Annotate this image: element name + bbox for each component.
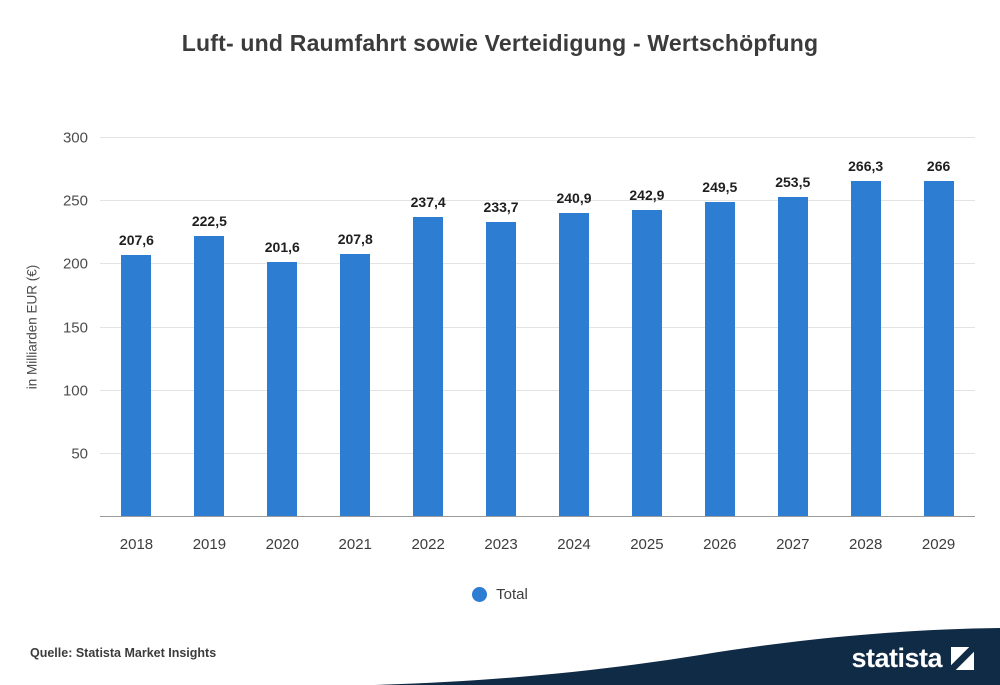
bar-slot: 242,9 bbox=[610, 138, 683, 517]
y-tick-label: 200 bbox=[62, 255, 88, 273]
bar-slot: 222,5 bbox=[173, 138, 246, 517]
y-tick-label: 250 bbox=[62, 192, 88, 210]
x-axis-label: 2028 bbox=[848, 536, 883, 553]
bar-slot: 237,4 bbox=[392, 138, 465, 517]
chart-title: Luft- und Raumfahrt sowie Verteidigung -… bbox=[181, 30, 819, 56]
x-axis-label: 2029 bbox=[921, 536, 956, 553]
x-axis-label: 2024 bbox=[557, 536, 591, 553]
legend-marker-icon bbox=[472, 587, 488, 602]
y-tick-label: 300 bbox=[62, 129, 88, 147]
gridline bbox=[100, 452, 975, 454]
bar-slot: 266,3 bbox=[829, 138, 902, 517]
bar-2029[interactable]: 266 bbox=[923, 158, 954, 517]
bars-row: 207,6 222,5 201,6 207,8 237,4 233,7 240,9 242,9… bbox=[100, 138, 975, 517]
footer-wave bbox=[375, 628, 1000, 685]
bar-2025[interactable]: 242,9 bbox=[629, 187, 664, 517]
bar-2023[interactable]: 233,7 bbox=[484, 199, 519, 517]
bar-2020[interactable]: 201,6 bbox=[265, 239, 300, 517]
source-text: Quelle: Statista Market Insights bbox=[30, 646, 217, 660]
bar-2024[interactable]: 240,9 bbox=[556, 190, 592, 517]
bar-slot: 240,9 bbox=[538, 138, 611, 517]
bar-value-label: 237,4 bbox=[410, 194, 446, 211]
x-axis-label: 2023 bbox=[484, 536, 518, 553]
y-tick-label: 50 bbox=[71, 445, 88, 463]
bar-slot: 233,7 bbox=[465, 138, 538, 517]
statista-logo-text: statista bbox=[851, 643, 942, 673]
bar-2021[interactable]: 207,8 bbox=[338, 231, 373, 517]
x-axis-line bbox=[100, 516, 975, 517]
bar-value-label: 253,5 bbox=[775, 173, 811, 190]
plot-area: 207,6 222,5 201,6 207,8 237,4 233,7 240,9 242,9… bbox=[100, 137, 975, 517]
gridline bbox=[100, 326, 975, 328]
y-axis: 50 100 150 200 250 300 bbox=[0, 130, 88, 517]
y-tick-label: 100 bbox=[62, 382, 88, 400]
bar-value-label: 240,9 bbox=[556, 189, 592, 206]
statista-logo-icon bbox=[951, 647, 974, 670]
x-axis-label: 2019 bbox=[192, 536, 227, 553]
legend-label: Total bbox=[496, 586, 528, 603]
bar-2026[interactable]: 249,5 bbox=[702, 179, 737, 517]
bar-2019[interactable]: 222,5 bbox=[192, 213, 227, 517]
bar-value-label: 242,9 bbox=[629, 187, 665, 204]
y-tick-label: 150 bbox=[62, 319, 88, 336]
bar-2022[interactable]: 237,4 bbox=[411, 194, 446, 517]
x-axis-label: 2026 bbox=[703, 536, 737, 553]
bar-slot: 266 bbox=[902, 138, 975, 517]
statista-logo: statista bbox=[851, 645, 974, 672]
bar-2027[interactable]: 253,5 bbox=[775, 174, 810, 517]
bar-slot: 253,5 bbox=[756, 138, 829, 517]
bar-slot: 207,8 bbox=[319, 138, 392, 517]
bar-2028[interactable]: 266,3 bbox=[848, 158, 883, 517]
x-axis-label: 2018 bbox=[119, 536, 154, 553]
x-axis: 2018 2019 2020 2021 2022 2023 2024 2025 2026 2027… bbox=[100, 536, 975, 553]
bar-value-label: 233,7 bbox=[483, 198, 519, 215]
x-axis-label: 2020 bbox=[265, 536, 299, 553]
gridline bbox=[100, 200, 975, 202]
bar-slot: 249,5 bbox=[683, 138, 756, 517]
legend[interactable]: Total bbox=[0, 586, 1000, 603]
x-axis-label: 2027 bbox=[776, 536, 810, 553]
bar-value-label: 207,6 bbox=[118, 231, 154, 248]
gridline bbox=[100, 389, 975, 391]
bar-slot: 207,6 bbox=[100, 138, 173, 517]
x-axis-label: 2025 bbox=[630, 536, 664, 553]
bar-value-label: 249,5 bbox=[702, 178, 738, 195]
gridline bbox=[100, 263, 975, 265]
gridline bbox=[100, 137, 975, 138]
x-axis-label: 2021 bbox=[338, 536, 372, 553]
bar-value-label: 207,8 bbox=[337, 231, 373, 248]
bar-slot: 201,6 bbox=[246, 138, 319, 517]
bar-value-label: 222,5 bbox=[191, 212, 227, 229]
bar-value-label: 266,3 bbox=[848, 157, 884, 174]
bar-value-label: 266 bbox=[926, 157, 951, 174]
bar-2018[interactable]: 207,6 bbox=[119, 232, 154, 517]
x-axis-label: 2022 bbox=[411, 536, 445, 553]
bar-value-label: 201,6 bbox=[264, 239, 300, 256]
